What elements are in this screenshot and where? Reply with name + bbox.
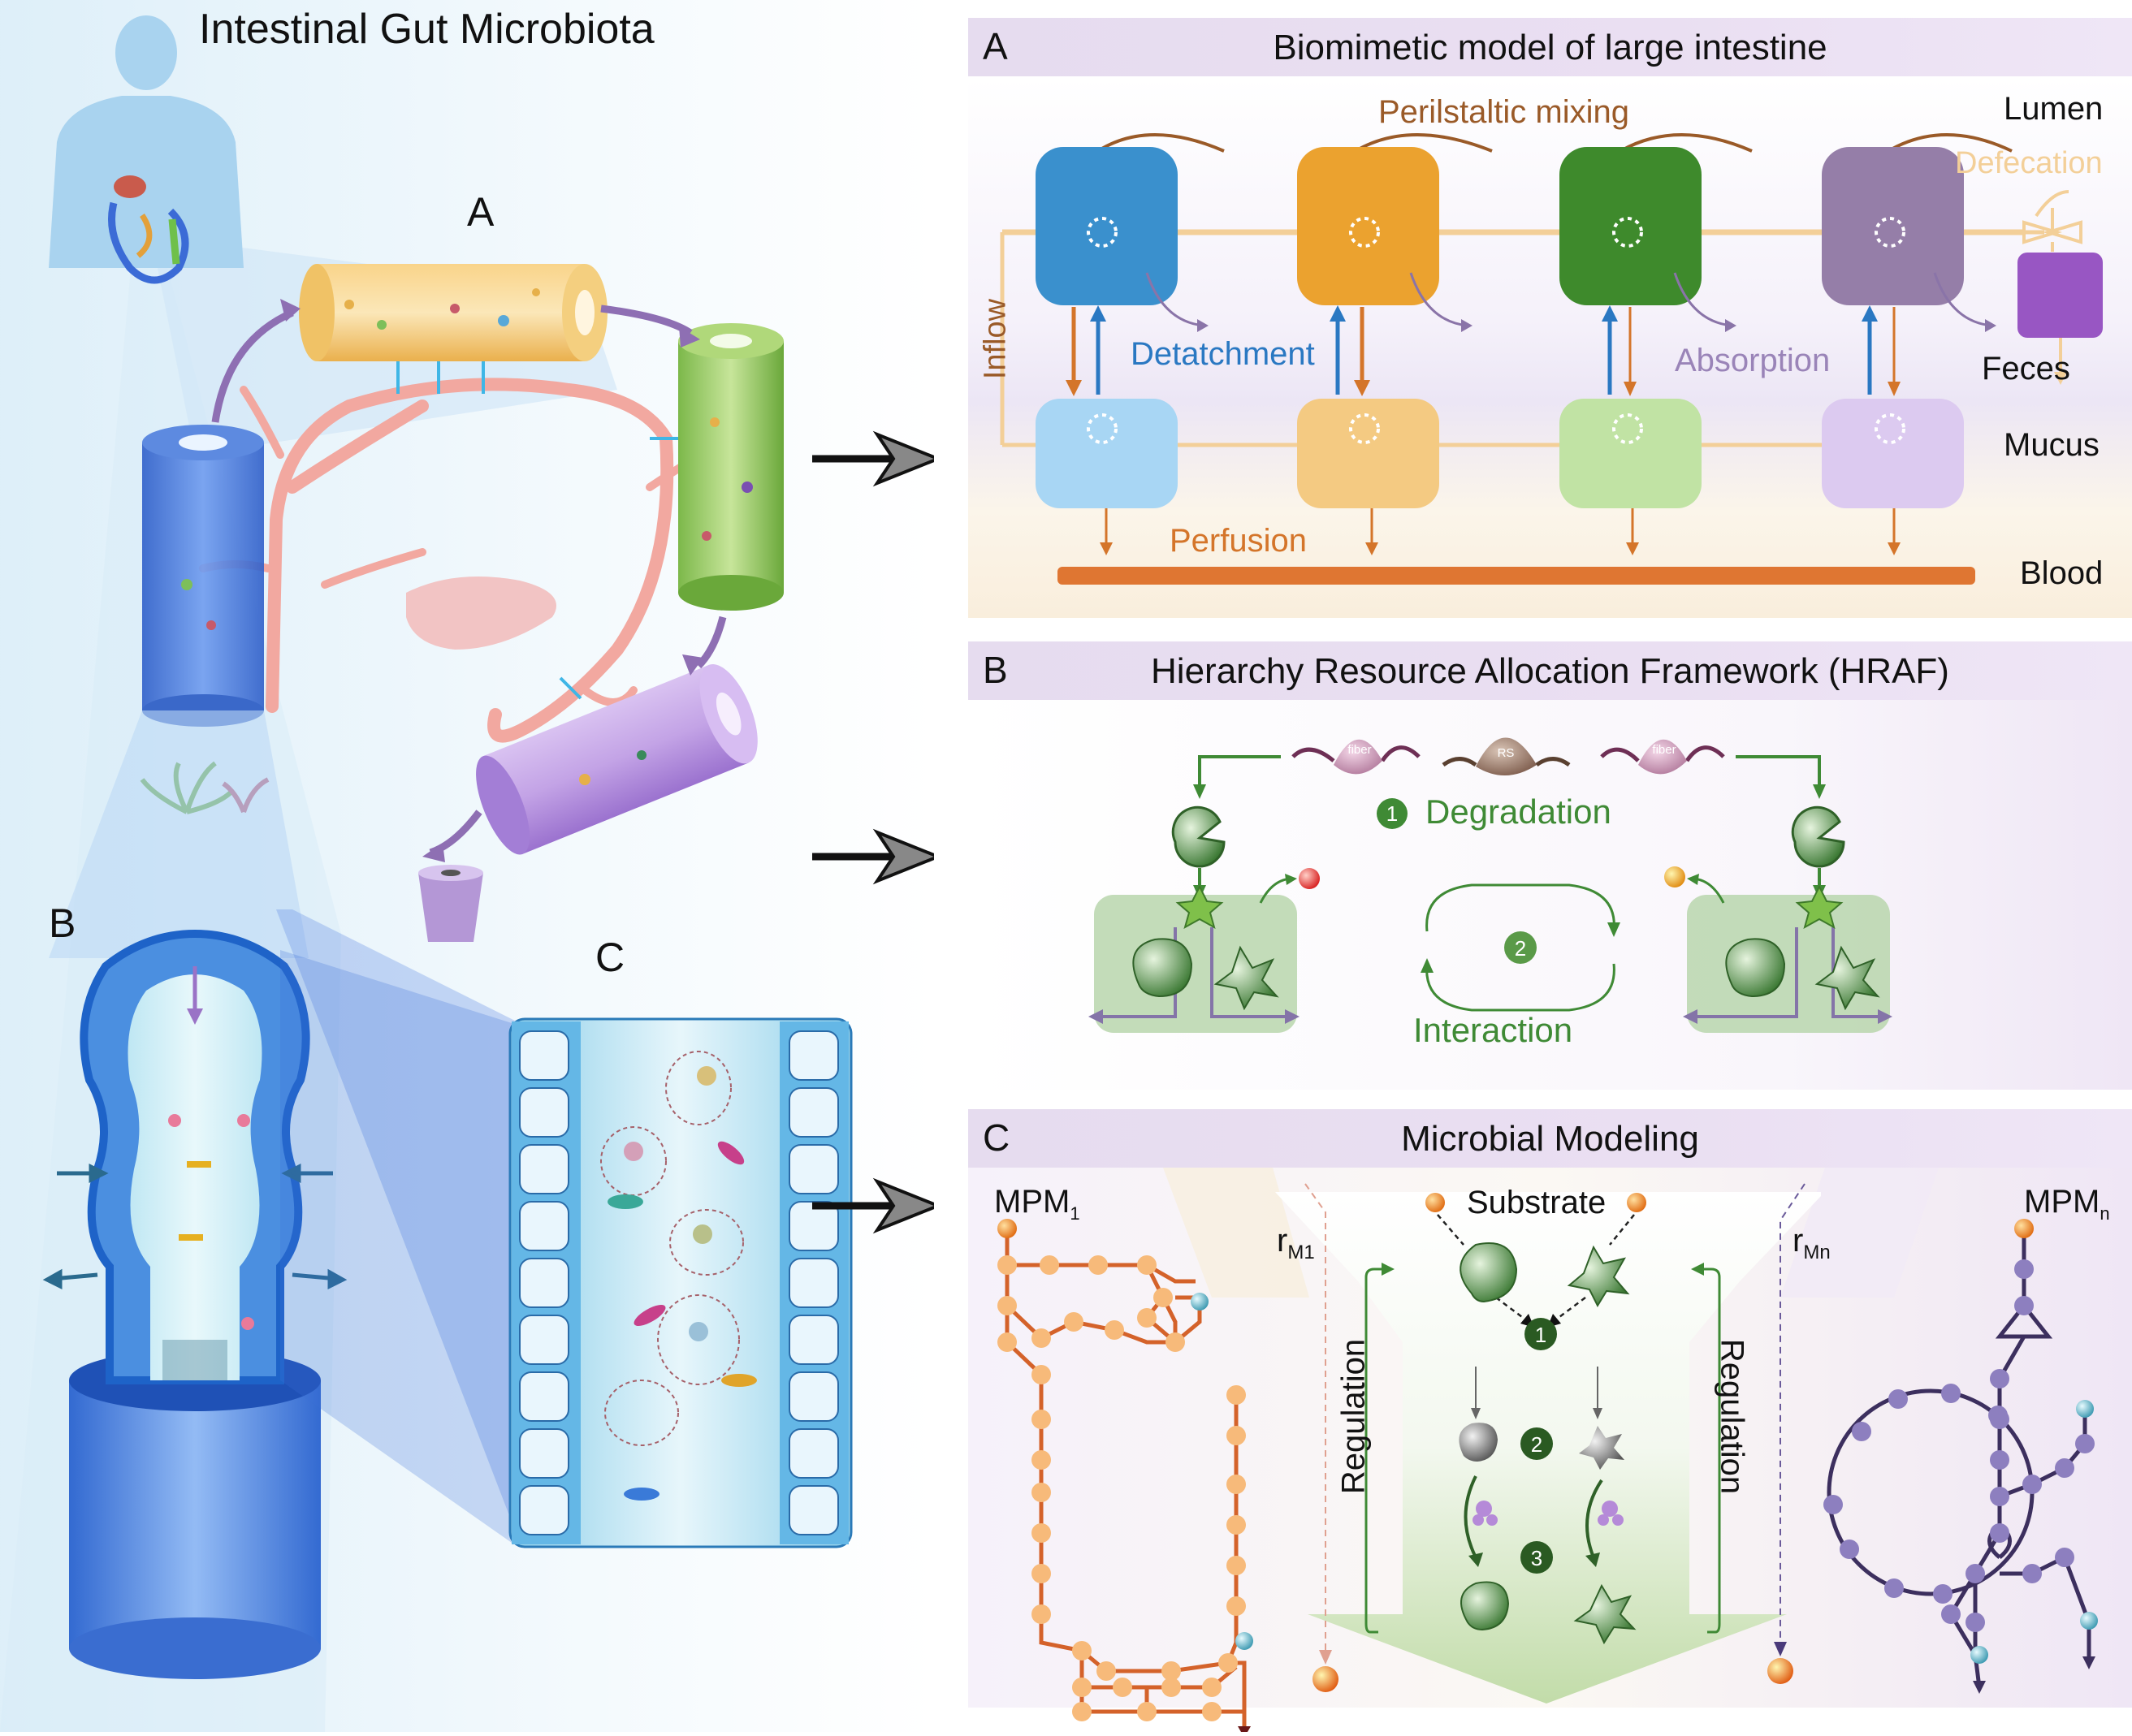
gray-star-icon	[1579, 1426, 1624, 1470]
panel-b-letter: B	[983, 649, 1008, 691]
panel-a-letter: A	[983, 25, 1008, 67]
mpm1-nodes	[997, 1255, 1246, 1721]
mpmn-text: MPM	[2024, 1184, 2100, 1220]
rs-label: RS	[1498, 746, 1515, 760]
rm1-product-icon	[1312, 1666, 1338, 1692]
panel-arrows	[812, 430, 943, 1234]
product-yellow-icon	[1664, 866, 1685, 887]
label-mpm1: MPM1	[994, 1184, 1080, 1224]
colon-cross-section	[42, 929, 348, 1679]
product-star-icon	[1573, 1583, 1637, 1645]
ascending-colon-cylinder	[142, 425, 264, 727]
step2-number: 2	[1515, 936, 1526, 961]
panel-c-body: 1 2 3	[968, 1168, 2132, 1736]
sigmoid-colon-cylinder	[476, 664, 758, 855]
substrate-left-icon	[1425, 1193, 1445, 1212]
label-perfusion: Perfusion	[1170, 523, 1307, 559]
panel-b-diagram: fiber RS fiber 1	[968, 700, 2132, 1090]
mpmn-subscript: n	[2100, 1203, 2110, 1224]
label-feces: Feces	[1982, 351, 2070, 386]
microbes	[181, 288, 753, 785]
label-mucus: Mucus	[2004, 427, 2100, 463]
panel-a-body: Perilstaltic mixing Lumen Defecation Det…	[968, 78, 2132, 618]
cofactor-icons	[1473, 1501, 1624, 1526]
label-perilstaltic: Perilstaltic mixing	[1378, 94, 1629, 130]
panel-c-title: Microbial Modeling	[1401, 1119, 1699, 1159]
rs-molecule	[1442, 737, 1571, 776]
step1-badge	[1377, 798, 1408, 829]
rmn-product-icon	[1767, 1658, 1793, 1684]
panel-a-diagram	[968, 78, 2132, 618]
cell-left	[1088, 884, 1300, 1033]
step1-number: 1	[1386, 801, 1398, 826]
product-blob-icon	[1460, 1581, 1510, 1631]
panel-c-letter: C	[983, 1116, 1010, 1159]
defecation-valve-icon	[2022, 190, 2082, 244]
enzyme-blob-icon	[1460, 1242, 1518, 1303]
step2-badge	[1504, 931, 1537, 964]
label-defecation: Defecation	[1955, 146, 2103, 180]
liver-icon	[406, 577, 556, 650]
panel-a-header: A Biomimetic model of large intestine	[968, 18, 2132, 76]
feces-bin-icon	[418, 865, 483, 942]
label-absorption: Absorption	[1675, 343, 1831, 378]
mpmn-nodes	[1823, 1259, 2095, 1632]
cell-right	[1683, 884, 1892, 1033]
c-step3-number: 3	[1531, 1546, 1542, 1570]
panel-c-diagram: 1 2 3	[968, 1168, 2132, 1736]
left-label-b: B	[49, 900, 76, 946]
transverse-colon-cylinder	[299, 264, 608, 361]
label-mpmn: MPMn	[2024, 1184, 2110, 1224]
fiber-molecule-left	[1291, 739, 1421, 775]
label-degradation: Degradation	[1425, 792, 1611, 831]
label-blood: Blood	[2020, 555, 2104, 591]
panel-a-title: Biomimetic model of large intestine	[1273, 28, 1827, 67]
mpm1-subscript: 1	[1070, 1203, 1080, 1224]
rmn-text: r	[1793, 1223, 1804, 1259]
panel-b-body: fiber RS fiber 1	[968, 700, 2132, 1090]
left-illustration-art	[0, 0, 943, 1732]
panel-b-header: B Hierarchy Resource Allocation Framewor…	[968, 641, 2132, 700]
human-silhouette	[49, 15, 244, 284]
descending-colon-cylinder	[678, 323, 784, 611]
panel-b-title: Hierarchy Resource Allocation Framework …	[1151, 651, 1949, 691]
label-inflow: Inflow	[978, 298, 1013, 380]
mucus-compartments	[1036, 399, 1964, 508]
label-regulation-right: Regulation	[1714, 1338, 1750, 1495]
label-substrate: Substrate	[1467, 1185, 1607, 1220]
interaction-cycle	[1425, 883, 1615, 1012]
c-step1-number: 1	[1535, 1323, 1546, 1347]
left-illustration: Intestinal Gut Microbiota A B C	[0, 0, 943, 1732]
product-red-icon	[1299, 868, 1320, 889]
fiber-label-right: fiber	[1652, 743, 1676, 757]
enzyme-right-icon	[1791, 805, 1845, 868]
label-rmn: rMn	[1793, 1223, 1831, 1264]
rm1-text: r	[1277, 1223, 1288, 1259]
absorption-marks	[396, 361, 678, 700]
enzyme-left-icon	[1171, 805, 1226, 868]
label-regulation-left: Regulation	[1335, 1338, 1372, 1495]
panel-c-header: C Microbial Modeling	[968, 1109, 2132, 1168]
left-title: Intestinal Gut Microbiota	[199, 6, 655, 53]
rm1-subscript: M1	[1287, 1242, 1315, 1263]
label-interaction: Interaction	[1413, 1011, 1573, 1049]
feces-compartment	[2017, 253, 2103, 338]
rmn-subscript: Mn	[1803, 1242, 1831, 1263]
blood-bar	[1057, 567, 1975, 585]
lumen-compartments	[1036, 147, 1964, 305]
mucosa-section	[508, 1017, 853, 1548]
blood-vessels	[199, 378, 735, 743]
label-detatchment: Detatchment	[1131, 336, 1315, 372]
enzyme-star-icon	[1567, 1245, 1630, 1308]
fiber-molecule-right	[1600, 739, 1725, 775]
left-label-c: C	[595, 935, 625, 980]
mpm1-text: MPM	[994, 1184, 1070, 1220]
left-label-a: A	[467, 189, 495, 235]
substrate-right-icon	[1627, 1193, 1646, 1212]
label-lumen: Lumen	[2004, 91, 2104, 127]
label-rm1: rM1	[1277, 1223, 1315, 1264]
fiber-label-left: fiber	[1347, 743, 1371, 757]
gray-blob-icon	[1459, 1423, 1498, 1462]
c-step2-number: 2	[1531, 1432, 1542, 1457]
